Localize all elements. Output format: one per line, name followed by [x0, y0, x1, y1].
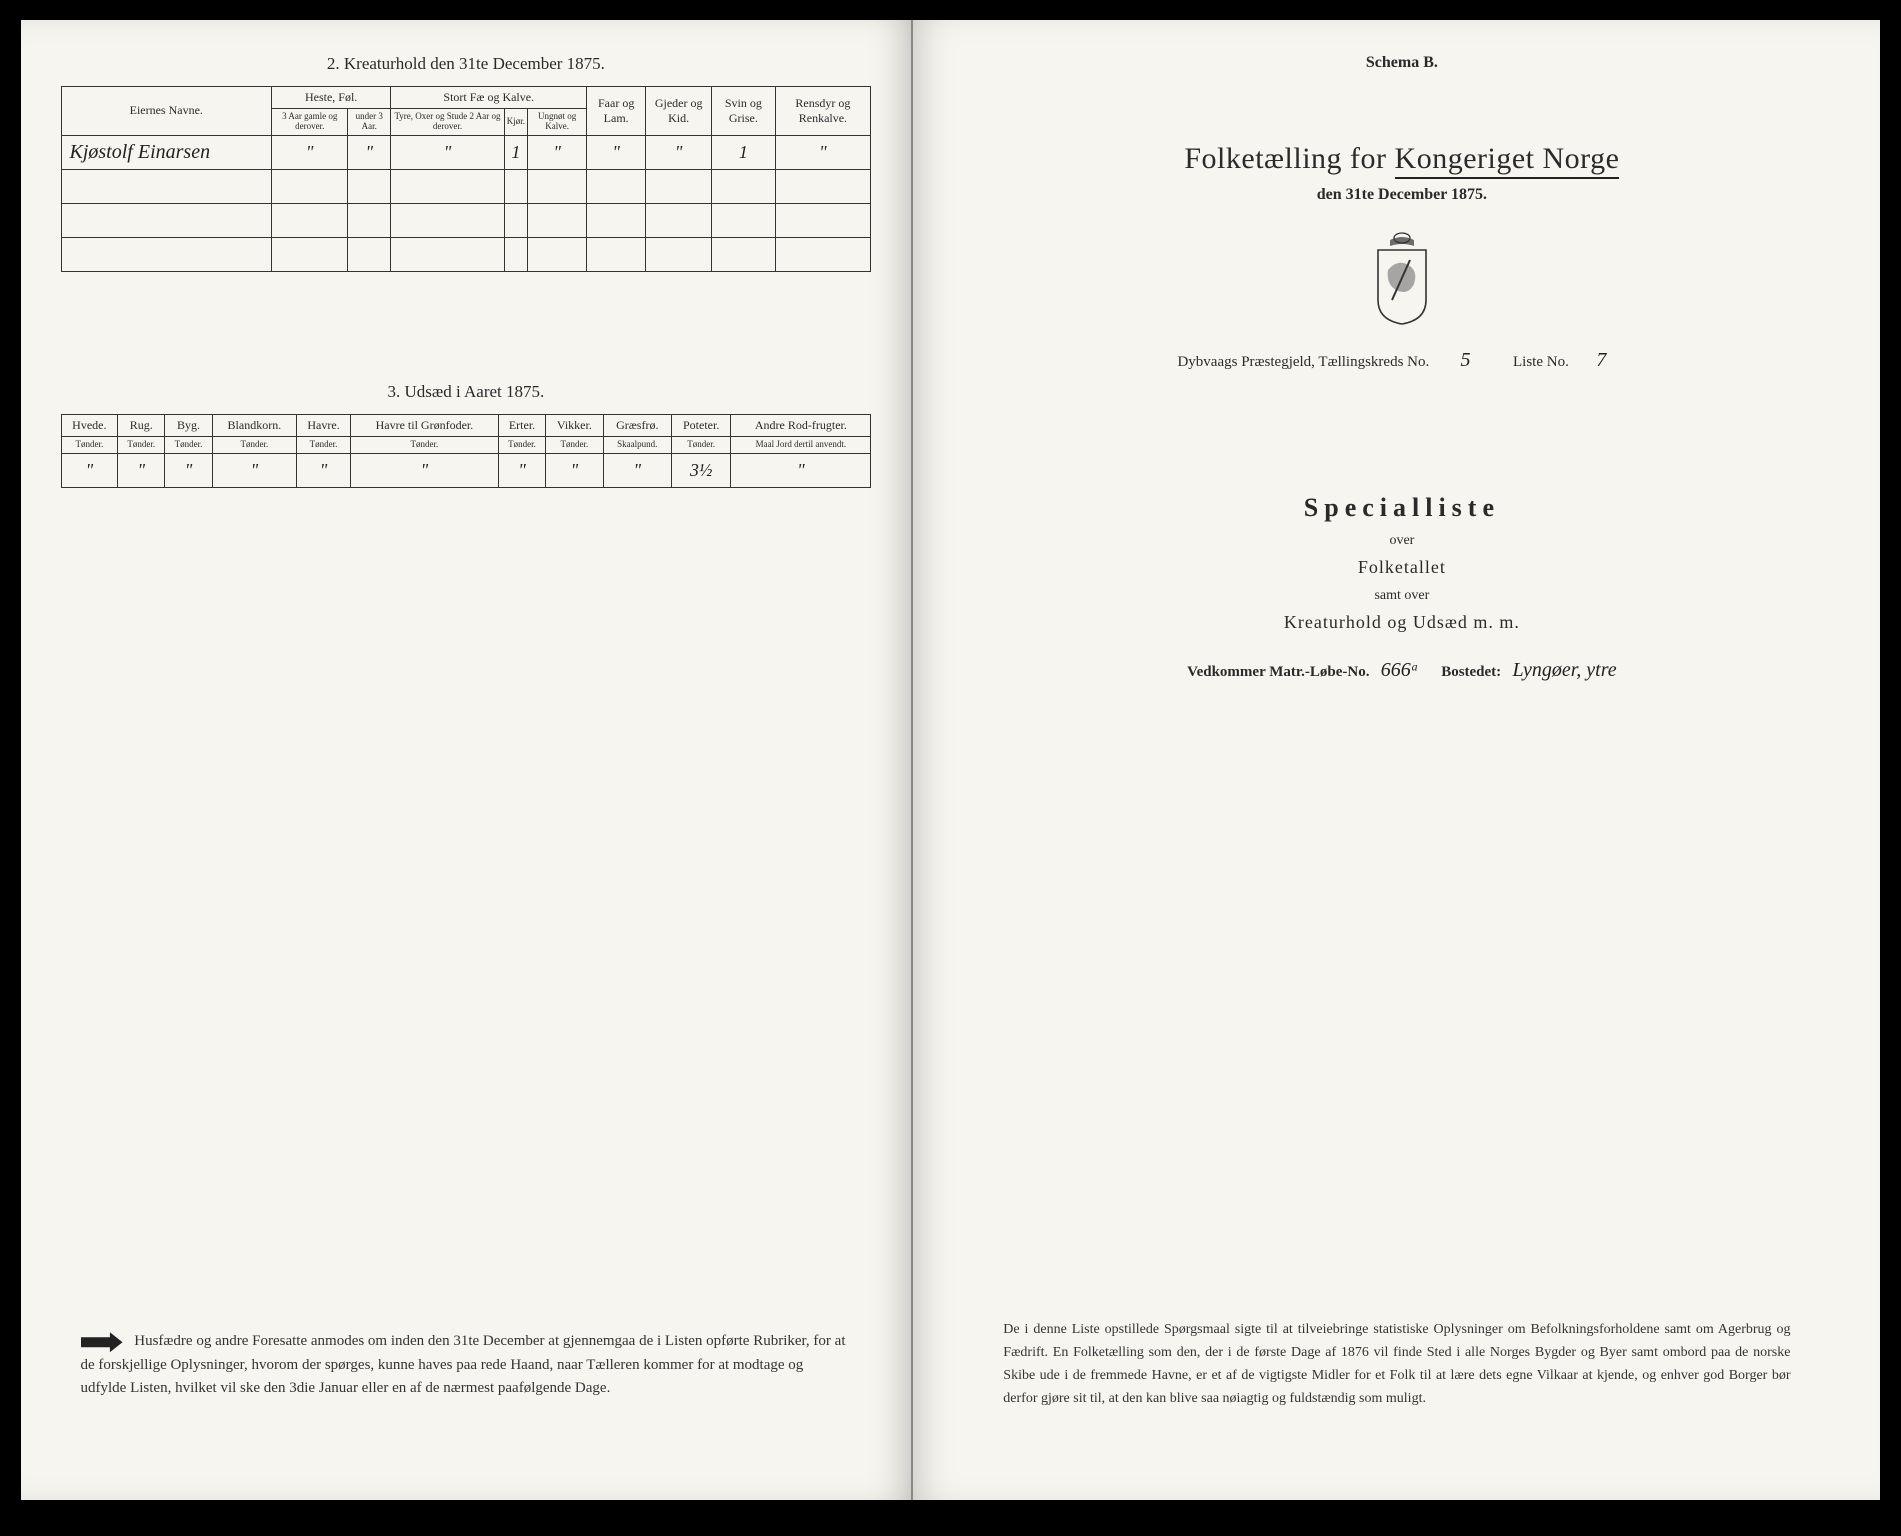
- pointing-hand-icon: [81, 1332, 123, 1352]
- owner-name: Kjøstolf Einarsen: [61, 135, 272, 169]
- kreds-pre: Dybvaags Præstegjeld, Tællingskreds No.: [1177, 354, 1429, 370]
- cell: 1: [712, 135, 775, 169]
- col-subheader: Maal Jord dertil anvendt.: [731, 436, 871, 453]
- col-subheader: Tønder.: [498, 436, 545, 453]
- section-3-title: 3. Udsæd i Aaret 1875.: [61, 382, 872, 402]
- left-page: 2. Kreaturhold den 31te December 1875. E…: [21, 20, 914, 1500]
- right-footer-text: De i denne Liste opstillede Spørgsmaal s…: [1003, 1318, 1790, 1410]
- book-spread: 2. Kreaturhold den 31te December 1875. E…: [21, 20, 1881, 1500]
- cell: ": [587, 135, 646, 169]
- cell: ": [603, 453, 671, 487]
- col-header: Græsfrø.: [603, 414, 671, 436]
- district-line: Dybvaags Præstegjeld, Tællingskreds No. …: [983, 349, 1820, 373]
- over-label: over: [983, 533, 1820, 549]
- bostedet-label: Bostedet:: [1441, 664, 1501, 680]
- cell: ": [646, 135, 712, 169]
- cell: ": [775, 135, 871, 169]
- schema-label: Schema B.: [983, 54, 1820, 72]
- main-title: Folketælling for Kongeriget Norge: [983, 142, 1820, 176]
- col-header: Rug.: [118, 414, 165, 436]
- matr-line: Vedkommer Matr.-Løbe-No. 666ᵃ Bostedet: …: [983, 659, 1820, 682]
- sub-heste1: 3 Aar gamle og derover.: [272, 109, 348, 136]
- cell: 1: [504, 135, 527, 169]
- table-row: [61, 203, 871, 237]
- col-header: Erter.: [498, 414, 545, 436]
- col-subheader: Tønder.: [212, 436, 297, 453]
- col-faar: Faar og Lam.: [587, 87, 646, 136]
- grp-heste: Heste, Føl.: [272, 87, 391, 109]
- col-owner: Eiernes Navne.: [61, 87, 272, 136]
- sub-stort2: Kjør.: [504, 109, 527, 136]
- col-gjeder: Gjeder og Kid.: [646, 87, 712, 136]
- col-header: Havre til Grønfoder.: [350, 414, 498, 436]
- header-row: Hvede.Rug.Byg.Blandkorn.Havre.Havre til …: [61, 414, 871, 436]
- bostedet-value: Lyngøer, ytre: [1512, 659, 1616, 681]
- cell: ": [731, 453, 871, 487]
- matr-number: 666ᵃ: [1381, 659, 1419, 681]
- col-subheader: Skaalpund.: [603, 436, 671, 453]
- col-header: Andre Rod-frugter.: [731, 414, 871, 436]
- seed-table: Hvede.Rug.Byg.Blandkorn.Havre.Havre til …: [61, 414, 872, 488]
- grp-stort: Stort Fæ og Kalve.: [391, 87, 587, 109]
- table-row: Kjøstolf Einarsen " " " 1 " " " 1 ": [61, 135, 871, 169]
- col-svin: Svin og Grise.: [712, 87, 775, 136]
- table-row: """""""""3½": [61, 453, 871, 487]
- cell: 3½: [671, 453, 731, 487]
- sub-stort3: Ungnøt og Kalve.: [528, 109, 587, 136]
- census-date: den 31te December 1875.: [983, 186, 1820, 204]
- col-subheader: Tønder.: [61, 436, 118, 453]
- col-subheader: Tønder.: [350, 436, 498, 453]
- title-pre: Folketælling for: [1184, 142, 1394, 175]
- cell: ": [348, 135, 391, 169]
- sub-stort1: Tyre, Oxer og Stude 2 Aar og derover.: [391, 109, 505, 136]
- kreatur-label: Kreaturhold og Udsæd m. m.: [983, 612, 1820, 633]
- table-row: [61, 237, 871, 271]
- table-row: [61, 169, 871, 203]
- cell: ": [118, 453, 165, 487]
- subheader-row: Tønder.Tønder.Tønder.Tønder.Tønder.Tønde…: [61, 436, 871, 453]
- sub-heste2: under 3 Aar.: [348, 109, 391, 136]
- col-subheader: Tønder.: [118, 436, 165, 453]
- col-rensdyr: Rensdyr og Renkalve.: [775, 87, 871, 136]
- liste-label: Liste No.: [1513, 354, 1569, 370]
- section-2-title: 2. Kreaturhold den 31te December 1875.: [61, 54, 872, 74]
- cell: ": [528, 135, 587, 169]
- col-header: Byg.: [165, 414, 212, 436]
- col-subheader: Tønder.: [546, 436, 604, 453]
- cell: ": [350, 453, 498, 487]
- cell: ": [61, 453, 118, 487]
- cell: ": [165, 453, 212, 487]
- livestock-table: Eiernes Navne. Heste, Føl. Stort Fæ og K…: [61, 86, 872, 272]
- title-post: Kongeriget Norge: [1395, 142, 1620, 179]
- kreds-number: 5: [1441, 349, 1491, 373]
- samt-label: samt over: [983, 588, 1820, 604]
- right-page: Schema B. Folketælling for Kongeriget No…: [913, 20, 1880, 1500]
- col-header: Blandkorn.: [212, 414, 297, 436]
- col-header: Vikker.: [546, 414, 604, 436]
- matr-pre: Vedkommer Matr.-Løbe-No.: [1187, 664, 1369, 680]
- liste-number: 7: [1576, 349, 1626, 373]
- cell: ": [546, 453, 604, 487]
- coat-of-arms-icon: [983, 230, 1820, 331]
- specialliste-title: Specialliste: [983, 493, 1820, 523]
- cell: ": [498, 453, 545, 487]
- col-subheader: Tønder.: [671, 436, 731, 453]
- cell: ": [212, 453, 297, 487]
- cell: ": [391, 135, 505, 169]
- footer-text: Husfædre og andre Foresatte anmodes om i…: [81, 1333, 846, 1396]
- col-subheader: Tønder.: [165, 436, 212, 453]
- left-footer-note: Husfædre og andre Foresatte anmodes om i…: [81, 1330, 852, 1400]
- col-header: Hvede.: [61, 414, 118, 436]
- col-header: Poteter.: [671, 414, 731, 436]
- col-subheader: Tønder.: [297, 436, 351, 453]
- folketallet-label: Folketallet: [983, 557, 1820, 578]
- cell: ": [272, 135, 348, 169]
- col-header: Havre.: [297, 414, 351, 436]
- cell: ": [297, 453, 351, 487]
